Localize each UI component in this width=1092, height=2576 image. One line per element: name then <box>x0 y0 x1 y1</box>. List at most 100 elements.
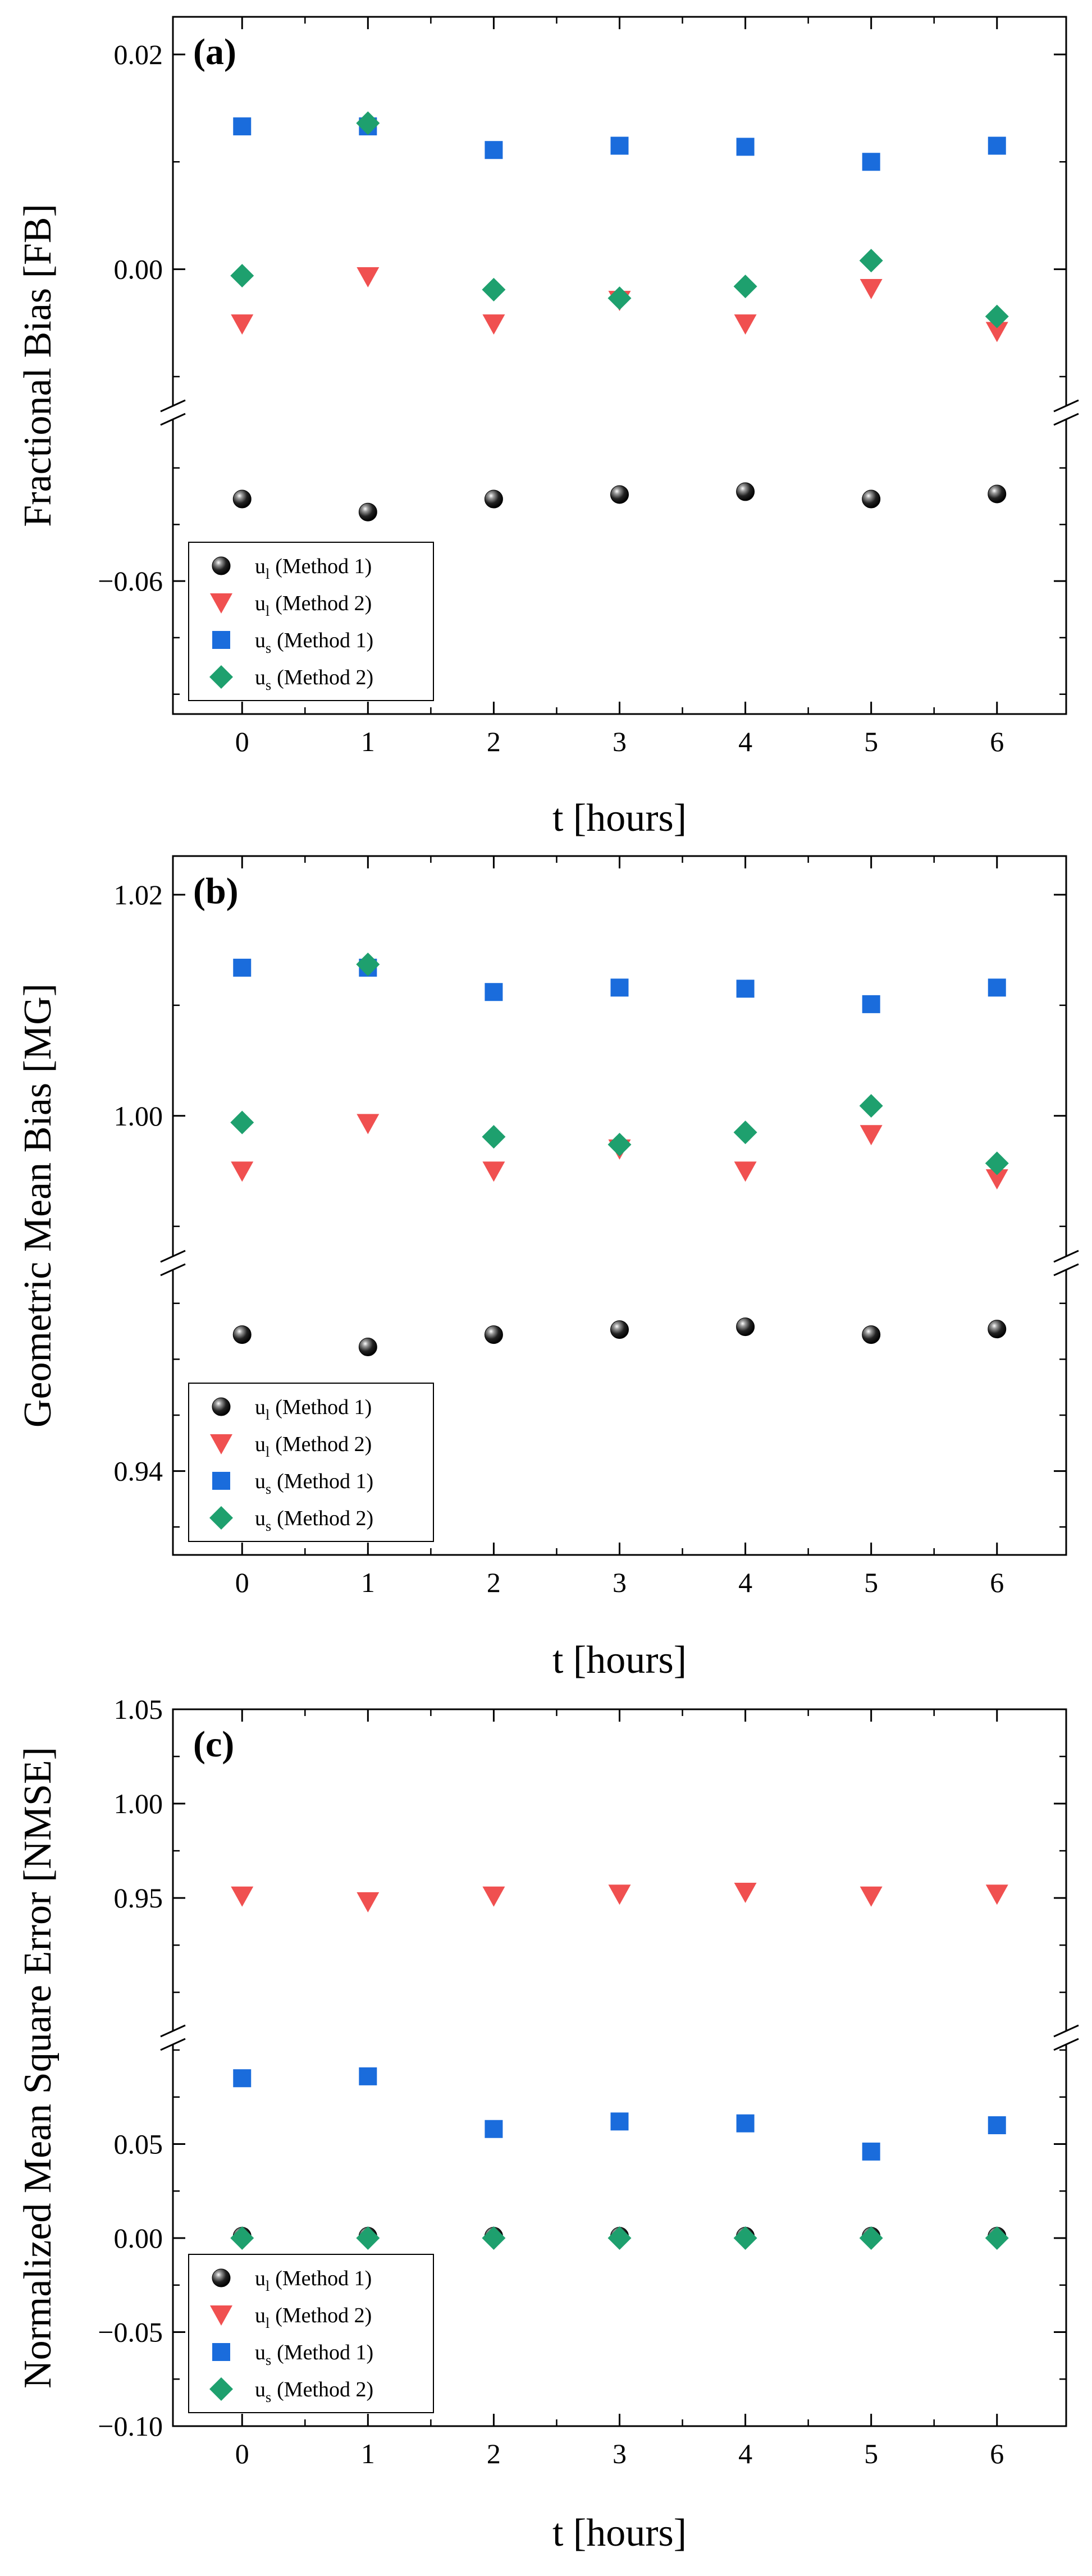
data-point-square <box>233 958 252 977</box>
x-tick-label: 6 <box>990 2438 1004 2469</box>
series-diamond <box>230 111 1009 328</box>
data-point-diamond <box>859 249 883 273</box>
x-tick-label: 1 <box>361 1567 375 1598</box>
legend: ul (Method 1) ul (Method 2) us (Method 1) us (M… <box>188 2254 434 2413</box>
data-point-diamond <box>859 1094 883 1118</box>
chart-panel-c: 0 1 2 3 4 5 6 0.95 1.00 1.05 −0.10 −0.05 0.00 0.05 (c)… <box>16 1694 1079 2555</box>
data-point-diamond <box>985 1151 1009 1175</box>
y-axis-label: Fractional Bias [FB] <box>16 204 60 527</box>
data-point-sphere <box>862 1325 881 1344</box>
x-tick-label: 4 <box>738 726 752 757</box>
x-tick-label: 5 <box>864 726 878 757</box>
y-tick-label: 0.00 <box>114 254 163 285</box>
data-point-square <box>610 2112 629 2131</box>
axis-break-mark <box>1053 399 1079 413</box>
data-point-diamond <box>230 264 254 288</box>
legend-marker-triangle-down <box>210 1434 232 1454</box>
data-point-sphere <box>736 1317 755 1337</box>
data-point-diamond <box>733 1120 757 1145</box>
data-point-diamond <box>607 2226 632 2250</box>
data-point-diamond <box>356 2226 380 2250</box>
panel-label: (b) <box>193 871 239 912</box>
data-point-diamond <box>733 2226 757 2250</box>
x-tick-label: 0 <box>235 1567 249 1598</box>
data-point-square <box>485 983 503 1001</box>
x-tick-label: 0 <box>235 2438 249 2469</box>
x-tick-label: 1 <box>361 726 375 757</box>
x-tick-label: 3 <box>613 726 627 757</box>
data-point-triangle-down <box>482 314 505 335</box>
legend-label: ul (Method 1) <box>255 2267 372 2294</box>
legend-marker-diamond <box>209 2377 233 2401</box>
legend-label: us (Method 1) <box>255 629 373 656</box>
axis-break-gap <box>167 405 179 420</box>
data-point-square <box>736 980 755 998</box>
data-point-square <box>359 2067 377 2085</box>
data-point-triangle-down <box>734 1883 757 1904</box>
y-tick-label: 1.02 <box>114 879 163 910</box>
legend: ul (Method 1) ul (Method 2) us (Method 1) us (M… <box>188 542 434 701</box>
data-point-sphere <box>358 502 377 521</box>
y-tick-label: 1.00 <box>114 1100 163 1132</box>
data-point-triangle-down <box>608 1884 631 1905</box>
data-point-square <box>610 136 629 155</box>
legend-marker-sphere <box>212 2268 231 2287</box>
axis-break-gap <box>1061 2030 1072 2045</box>
x-tick-label: 4 <box>738 2438 752 2469</box>
x-axis-label: t [hours] <box>552 1639 687 1682</box>
legend-label: ul (Method 2) <box>255 592 372 619</box>
y-tick-label: 0.94 <box>114 1456 163 1487</box>
data-point-sphere <box>484 1325 503 1344</box>
legend-label: us (Method 1) <box>255 2341 373 2368</box>
data-point-sphere <box>232 1325 252 1344</box>
series-diamond <box>230 2226 1009 2250</box>
data-point-sphere <box>610 485 629 504</box>
data-point-diamond <box>356 952 380 976</box>
data-point-square <box>736 2114 755 2133</box>
data-point-triangle-down <box>985 1169 1008 1190</box>
data-point-triangle-down <box>231 1886 254 1907</box>
data-point-sphere <box>988 1320 1007 1339</box>
axis-break-mark <box>1053 2024 1079 2038</box>
x-tick-label: 5 <box>864 2438 878 2469</box>
legend-marker-square <box>212 1472 230 1490</box>
legend-label: ul (Method 2) <box>255 1433 372 1460</box>
y-tick-label: 0.00 <box>114 2222 163 2254</box>
chart-panel-b: 0 1 2 3 4 5 61.001.020.94(b)ul (Method 1)ul (Met… <box>16 855 1079 1682</box>
data-point-triangle-down <box>734 314 757 335</box>
y-tick-label: 1.00 <box>114 1788 163 1819</box>
series-square <box>233 958 1006 1013</box>
data-point-triangle-down <box>482 1161 505 1182</box>
data-point-triangle-down <box>860 1125 883 1146</box>
data-point-square <box>610 978 629 997</box>
data-point-sphere <box>862 489 881 509</box>
data-point-square <box>862 2142 880 2161</box>
legend-label: us (Method 2) <box>255 2378 373 2405</box>
data-point-sphere <box>736 482 755 501</box>
legend-label: ul (Method 1) <box>255 1395 372 1423</box>
legend-label: ul (Method 1) <box>255 555 372 582</box>
data-point-sphere <box>484 489 503 509</box>
data-point-triangle-down <box>357 1114 380 1134</box>
x-tick-label: 2 <box>487 726 501 757</box>
panel-label: (c) <box>193 1724 234 1765</box>
legend-marker-diamond <box>209 665 233 689</box>
series-diamond <box>230 952 1009 1175</box>
series-triangle-down <box>231 1883 1008 1912</box>
data-point-sphere <box>988 484 1007 504</box>
legend-marker-triangle-down <box>210 2305 232 2326</box>
data-point-diamond <box>985 304 1009 328</box>
x-tick-label: 2 <box>487 1567 501 1598</box>
axis-break-mark <box>160 413 186 426</box>
axis-break-mark <box>1053 413 1079 426</box>
x-tick-label: 2 <box>487 2438 501 2469</box>
data-point-sphere <box>232 489 252 509</box>
x-tick-label: 3 <box>613 1567 627 1598</box>
data-point-triangle-down <box>357 267 380 287</box>
x-tick-label: 6 <box>990 726 1004 757</box>
data-point-diamond <box>482 1125 506 1149</box>
series-sphere <box>232 482 1007 521</box>
y-tick-label: −0.10 <box>98 2410 163 2442</box>
axis-break-mark <box>160 2038 186 2051</box>
data-point-triangle-down <box>985 322 1008 342</box>
